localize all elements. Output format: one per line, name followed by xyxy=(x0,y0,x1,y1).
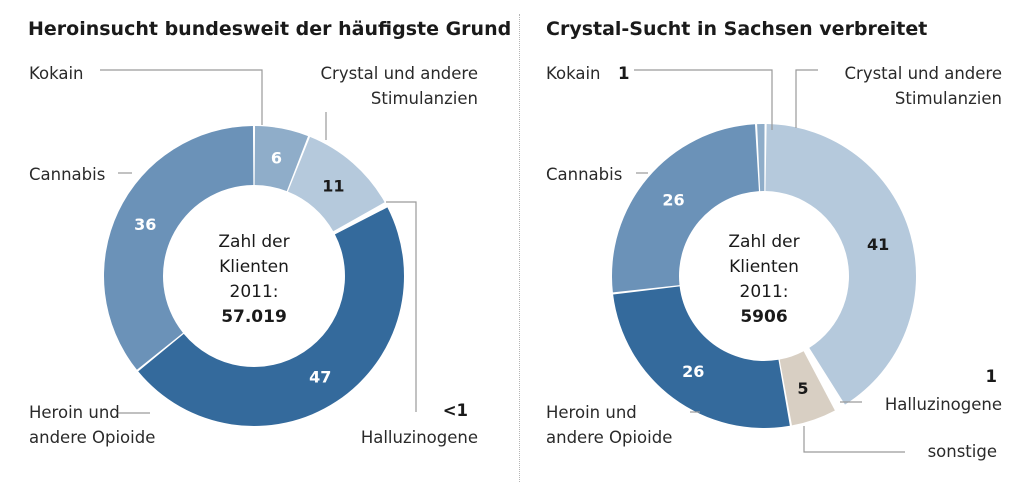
slice-cannabis xyxy=(612,124,759,293)
slice-label-sonstige: 5 xyxy=(797,379,808,398)
center-line1: Zahl der xyxy=(218,232,289,252)
label-kokain-value-right: 1 xyxy=(618,64,629,83)
label-halluzinogene: Halluzinogene xyxy=(361,428,478,447)
center-line2: Klienten xyxy=(219,257,289,277)
center-total: 57.019 xyxy=(221,307,287,327)
label-cannabis-right: Cannabis xyxy=(546,165,622,184)
slice-kokain xyxy=(254,126,309,192)
chart-title-right: Crystal-Sucht in Sachsen verbreitet xyxy=(546,18,928,40)
label-crystal-line2: Stimulanzien xyxy=(371,89,478,108)
center-line1-right: Zahl der xyxy=(728,232,799,252)
slice-sonstige xyxy=(779,351,835,426)
label-halluzinogene-right: Halluzinogene xyxy=(885,395,1002,414)
slice-crystal xyxy=(765,124,917,405)
label-crystal-line2-right: Stimulanzien xyxy=(895,89,1002,108)
label-kokain-right: Kokain xyxy=(546,64,601,83)
center-line3: 2011: xyxy=(230,282,279,302)
center-line2-right: Klienten xyxy=(729,257,799,277)
slice-heroin xyxy=(138,207,405,427)
slice-label-kokain: 6 xyxy=(271,149,282,168)
label-cannabis: Cannabis xyxy=(29,165,105,184)
label-halluzinogene-value-right: 1 xyxy=(986,367,997,386)
label-heroin-line1-right: Heroin und xyxy=(546,403,637,422)
slice-crystal xyxy=(287,136,385,232)
slice-kokain xyxy=(757,123,765,192)
slice-cannabis xyxy=(104,126,254,370)
leader-line-kokain xyxy=(100,69,263,125)
center-total-right: 5906 xyxy=(740,307,787,327)
label-heroin-line1: Heroin und xyxy=(29,403,120,422)
leader-line-sonstige xyxy=(803,426,905,453)
label-sonstige: sonstige xyxy=(928,442,997,461)
label-crystal-line1-right: Crystal und andere xyxy=(845,64,1002,83)
label-heroin-line2-right: andere Opioide xyxy=(546,428,672,447)
leader-line-kokain-right xyxy=(634,69,773,130)
slice-label-crystal: 11 xyxy=(322,176,344,195)
label-heroin-line2: andere Opioide xyxy=(29,428,155,447)
chart-divider xyxy=(519,14,520,482)
slice-label-heroin: 26 xyxy=(682,362,704,381)
slice-heroin xyxy=(613,286,790,428)
slice-label-heroin: 47 xyxy=(309,368,331,387)
slice-label-crystal: 41 xyxy=(867,235,889,254)
donut-chart-left: 6 11 47 36 xyxy=(104,126,405,427)
slice-halluzinogene xyxy=(804,348,844,410)
label-crystal-line1: Crystal und andere xyxy=(321,64,478,83)
slice-halluzinogene xyxy=(333,204,387,234)
slice-label-cannabis: 26 xyxy=(662,191,684,210)
leader-line-crystal-right xyxy=(795,69,818,128)
chart-title-left: Heroinsucht bundesweit der häufigste Gru… xyxy=(28,18,512,40)
label-kokain: Kokain xyxy=(29,64,84,83)
center-line3-right: 2011: xyxy=(740,282,789,302)
leader-line-halluzinogene xyxy=(386,201,417,412)
donut-chart-right: 41 5 26 26 xyxy=(612,123,917,428)
label-halluzinogene-value: <1 xyxy=(443,401,468,420)
slice-label-cannabis: 36 xyxy=(134,215,156,234)
